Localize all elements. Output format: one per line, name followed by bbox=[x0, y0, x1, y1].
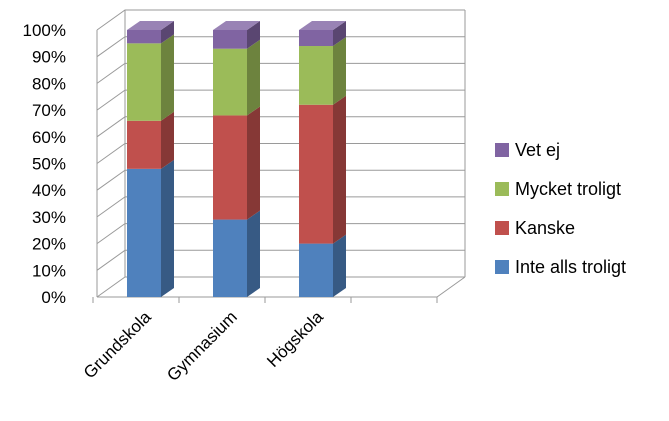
x-axis-category-labels: Grundskola Gymnasium Högskola bbox=[80, 307, 327, 385]
y-tick-label: 60% bbox=[32, 128, 66, 147]
bar-segment bbox=[127, 168, 161, 297]
legend-label: Kanske bbox=[515, 218, 575, 238]
bar-segment-side bbox=[161, 159, 174, 297]
bar-segment bbox=[127, 120, 161, 169]
bar-segment bbox=[213, 219, 247, 297]
bar-segment bbox=[127, 30, 161, 44]
bar-segment-side bbox=[161, 111, 174, 169]
legend-swatch bbox=[495, 143, 509, 157]
y-tick-label: 40% bbox=[32, 181, 66, 200]
legend-swatch bbox=[495, 182, 509, 196]
chart-axes bbox=[92, 30, 466, 303]
bar-segment-side bbox=[247, 21, 260, 49]
bar-segment bbox=[299, 30, 333, 47]
bar-segment-side bbox=[333, 37, 346, 105]
bar-segment-top bbox=[213, 21, 260, 30]
legend-label: Vet ej bbox=[515, 140, 560, 160]
y-axis-tick-labels: 0% 10% 20% 30% 40% 50% 60% 70% 80% 90% 100% bbox=[23, 21, 66, 307]
bar-segment bbox=[213, 30, 247, 49]
y-tick-label: 50% bbox=[32, 155, 66, 174]
chart-bars bbox=[127, 21, 346, 297]
x-category-label: Gymnasium bbox=[163, 307, 241, 385]
bar-segment-side bbox=[333, 95, 346, 244]
y-tick-label: 100% bbox=[23, 21, 66, 40]
bar-segment bbox=[299, 243, 333, 297]
legend-label: Mycket troligt bbox=[515, 179, 621, 199]
bar-segment-side bbox=[161, 34, 174, 121]
bar-segment-side bbox=[161, 21, 174, 44]
bar-segment bbox=[299, 46, 333, 105]
y-tick-label: 10% bbox=[32, 261, 66, 280]
legend-label: Inte alls troligt bbox=[515, 257, 626, 277]
bar-segment-side bbox=[247, 39, 260, 116]
bar-segment-side bbox=[247, 210, 260, 297]
bar-segment bbox=[299, 104, 333, 244]
y-tick-label: 30% bbox=[32, 208, 66, 227]
y-tick-label: 20% bbox=[32, 235, 66, 254]
legend-swatch bbox=[495, 221, 509, 235]
bar-segment bbox=[127, 43, 161, 121]
y-tick-label: 80% bbox=[32, 74, 66, 93]
bar-segment-side bbox=[247, 106, 260, 220]
chart-legend: Vet ej Mycket troligt Kanske Inte alls trol… bbox=[495, 140, 626, 277]
chart-gridlines bbox=[96, 9, 466, 298]
bar-segment bbox=[213, 48, 247, 116]
x-category-label: Grundskola bbox=[80, 307, 155, 382]
bar-segment-side bbox=[333, 234, 346, 297]
bar-segment-top bbox=[299, 21, 346, 30]
y-tick-label: 90% bbox=[32, 48, 66, 67]
bar-segment-side bbox=[333, 21, 346, 47]
bar-segment bbox=[213, 115, 247, 220]
bar-segment-top bbox=[127, 21, 174, 30]
legend-swatch bbox=[495, 260, 509, 274]
y-tick-label: 70% bbox=[32, 101, 66, 120]
x-category-label: Högskola bbox=[263, 307, 327, 371]
y-tick-label: 0% bbox=[41, 288, 66, 307]
